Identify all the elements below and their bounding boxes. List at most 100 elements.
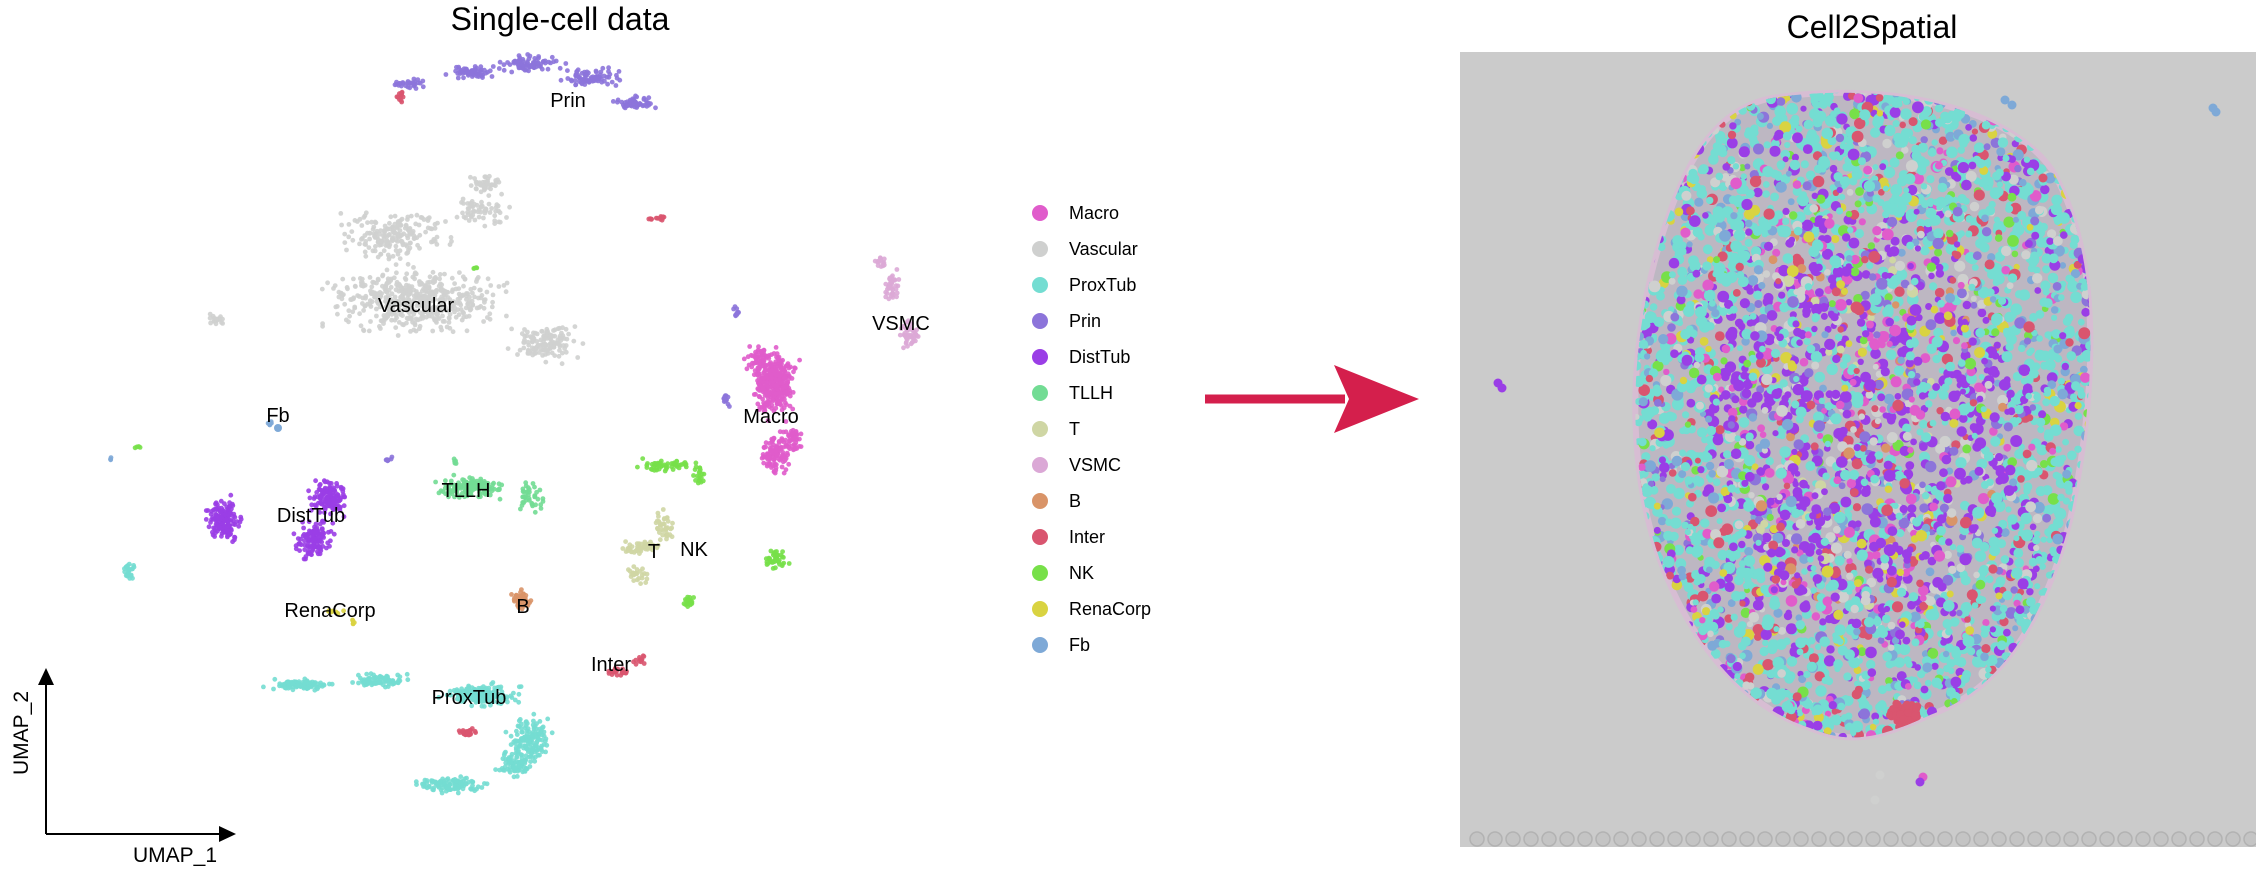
umap-point (753, 360, 759, 366)
umap-point (306, 519, 312, 525)
umap-point (553, 58, 559, 64)
umap-point (405, 261, 411, 267)
umap-point (640, 456, 646, 461)
umap-point (528, 62, 534, 68)
umap-point (363, 253, 369, 259)
spatial-cell (2077, 318, 2085, 326)
umap-point (218, 525, 223, 531)
capture-spot (1559, 831, 1575, 847)
umap-point (382, 227, 388, 233)
umap-point (454, 214, 460, 220)
umap-point (274, 424, 282, 432)
spatial-panel (1460, 52, 2256, 847)
umap-point (770, 560, 775, 565)
umap-point (785, 371, 791, 377)
umap-point (331, 531, 337, 537)
umap-point (573, 72, 579, 77)
umap-point (614, 672, 620, 678)
legend-swatch (1032, 493, 1048, 509)
umap-point (430, 269, 436, 275)
umap-point (771, 436, 777, 441)
umap-point (373, 681, 379, 686)
umap-point (487, 492, 493, 498)
spatial-cell (2074, 445, 2082, 453)
umap-point (367, 236, 372, 242)
umap-point (341, 514, 347, 520)
umap-point (778, 444, 784, 450)
umap-point (391, 299, 397, 304)
umap-point (584, 72, 590, 78)
cluster-label-tllh: TLLH (442, 480, 491, 502)
umap-point (508, 693, 514, 699)
cluster-label-vascular: Vascular (378, 295, 455, 317)
umap-point (470, 212, 476, 218)
umap-point (346, 308, 352, 314)
umap-point (897, 332, 903, 338)
umap-point (639, 572, 645, 578)
umap-point (318, 682, 323, 688)
umap-point (761, 359, 767, 365)
umap-point (512, 697, 518, 703)
umap-point (769, 389, 775, 394)
umap-point (473, 186, 479, 192)
umap-point (497, 59, 503, 65)
umap-point (782, 375, 788, 381)
umap-point (530, 481, 536, 486)
umap-point (543, 342, 548, 348)
spatial-cell (1857, 358, 1864, 365)
umap-point (524, 602, 530, 608)
umap-point (471, 478, 476, 483)
umap-point (446, 484, 452, 489)
umap-point (616, 69, 622, 74)
umap-point (341, 608, 346, 614)
umap-point (649, 544, 654, 550)
umap-point (496, 481, 502, 487)
spatial-cell (1762, 483, 1770, 491)
legend-label: RenaCorp (1069, 599, 1151, 619)
umap-point (398, 294, 404, 300)
umap-point (524, 59, 530, 65)
umap-point (446, 787, 452, 793)
umap-point (411, 265, 416, 270)
umap-point (302, 542, 308, 548)
umap-point (407, 299, 413, 305)
umap-point (393, 248, 399, 253)
umap-point (467, 484, 472, 490)
umap-point (407, 245, 413, 251)
umap-point (781, 405, 787, 411)
umap-point (328, 511, 333, 517)
umap-point (575, 355, 581, 360)
umap-point (881, 256, 887, 262)
umap-point (468, 786, 473, 792)
umap-point (219, 505, 224, 511)
umap-point (497, 210, 503, 216)
umap-point (530, 755, 536, 760)
legend: MacroVascularProxTubPrinDistTubTLLHTVSMC… (1032, 203, 1151, 655)
umap-point (764, 390, 770, 396)
umap-point (213, 530, 219, 536)
umap-point (405, 235, 411, 241)
umap-point (387, 254, 392, 260)
umap-point (342, 231, 348, 237)
umap-point (339, 296, 345, 302)
umap-point (661, 462, 667, 468)
umap-point (511, 597, 517, 603)
umap-point (760, 396, 765, 402)
umap-point (378, 228, 383, 234)
umap-clusters (108, 52, 921, 796)
umap-point (228, 510, 233, 516)
umap-point (518, 759, 524, 765)
umap-point (760, 385, 766, 391)
umap-point (490, 680, 496, 685)
umap-point (572, 78, 578, 83)
umap-point (352, 218, 358, 223)
umap-point (781, 470, 787, 476)
umap-point (464, 328, 470, 334)
umap-point (545, 716, 551, 722)
umap-point (562, 346, 567, 351)
umap-point (619, 99, 625, 105)
umap-point (500, 692, 506, 698)
capture-spot (2189, 831, 2205, 847)
umap-point (350, 680, 355, 685)
umap-point (485, 315, 490, 320)
